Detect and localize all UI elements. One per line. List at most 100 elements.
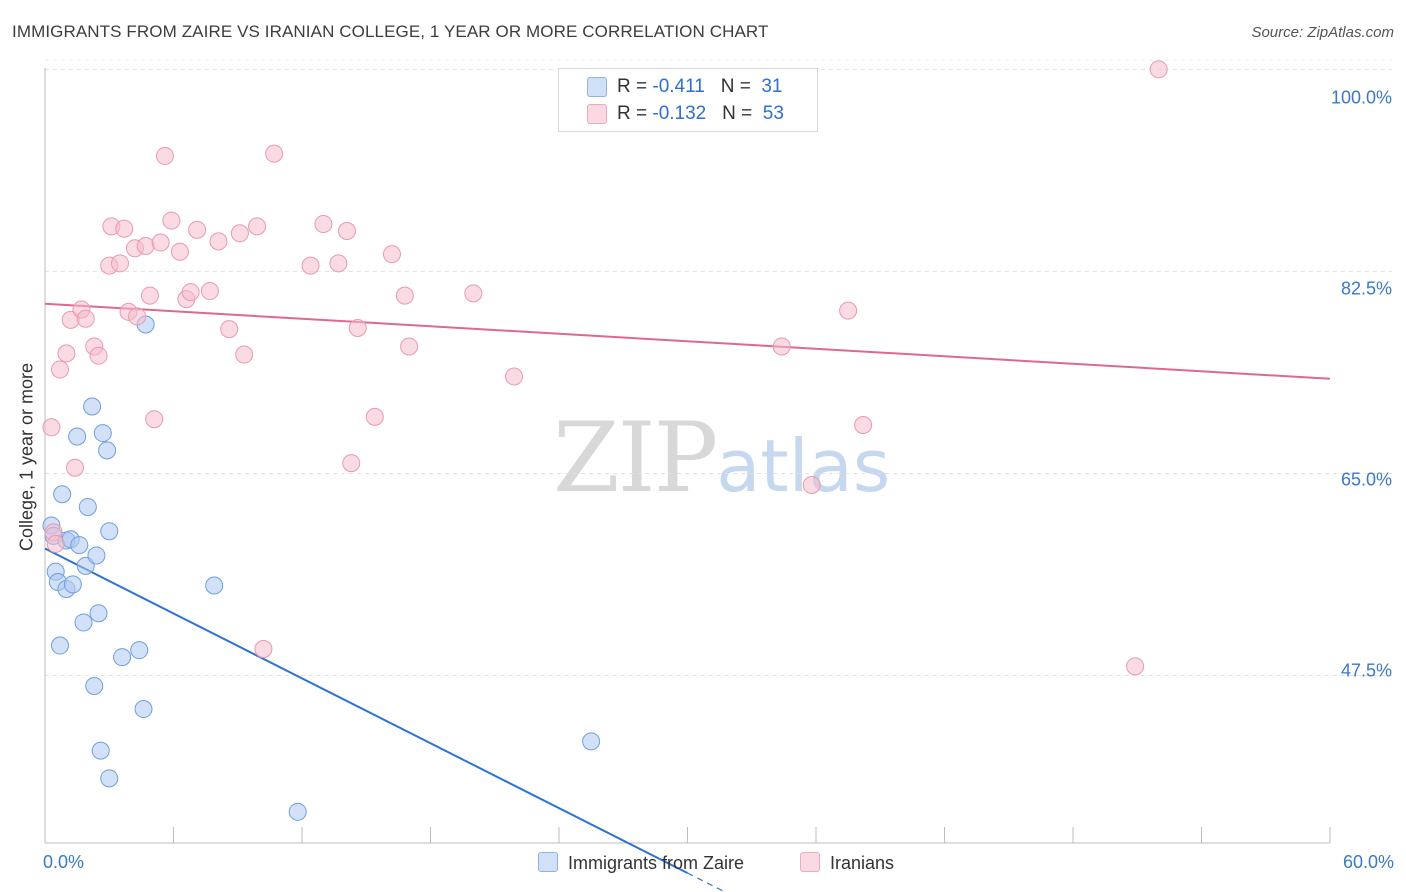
data-point-zaire: [68, 427, 87, 446]
x-tick-label-min: 0.0%: [43, 852, 85, 872]
data-point-iranians: [400, 337, 419, 356]
data-point-iranians: [337, 221, 356, 240]
y-tick-label: 100.0%: [1330, 87, 1392, 108]
watermark-atlas: atlas: [716, 424, 891, 508]
stats-row-zaire: R = -0.411 N = 31: [559, 74, 817, 100]
data-points: [42, 60, 1168, 821]
legend-swatch: [587, 104, 607, 124]
data-point-iranians: [145, 410, 164, 429]
data-point-iranians: [854, 415, 873, 434]
legend-item-zaire[interactable]: Immigrants from Zaire: [538, 852, 744, 874]
data-point-iranians: [140, 286, 159, 305]
data-point-zaire: [100, 769, 119, 788]
data-point-iranians: [348, 318, 367, 337]
data-point-iranians: [342, 454, 361, 473]
y-tick-label: 82.5%: [1340, 278, 1392, 299]
data-point-iranians: [464, 284, 483, 303]
data-point-iranians: [772, 337, 791, 356]
data-point-zaire: [205, 576, 224, 595]
data-point-iranians: [42, 418, 61, 437]
data-point-iranians: [110, 254, 129, 273]
data-point-iranians: [802, 476, 821, 495]
x-tick-label-max: 60.0%: [1342, 852, 1394, 872]
data-point-iranians: [50, 360, 69, 379]
data-point-iranians: [89, 346, 108, 365]
source-label: Source: ZipAtlas.com: [1251, 24, 1394, 41]
data-point-zaire: [50, 636, 69, 655]
data-point-iranians: [170, 242, 189, 261]
data-point-iranians: [1149, 60, 1168, 79]
data-point-iranians: [329, 254, 348, 273]
legend-swatch: [538, 852, 558, 872]
legend-label: Immigrants from Zaire: [568, 853, 745, 873]
data-point-iranians: [230, 224, 249, 243]
data-point-zaire: [63, 575, 82, 594]
data-point-iranians: [505, 367, 524, 386]
stats-row-iranians: R = -0.132 N = 53: [559, 101, 817, 127]
data-point-zaire: [89, 604, 108, 623]
watermark: ZIPatlas: [553, 402, 890, 514]
stats-legend: R = -0.411 N = 31 R = -0.132 N = 53: [558, 68, 818, 132]
data-point-iranians: [265, 144, 284, 163]
legend-swatch: [800, 852, 820, 872]
data-point-iranians: [46, 534, 65, 553]
grid-lines: [45, 59, 1392, 677]
data-point-zaire: [98, 441, 117, 460]
data-point-zaire: [288, 802, 307, 821]
chart-title: IMMIGRANTS FROM ZAIRE VS IRANIAN COLLEGE…: [12, 22, 769, 41]
data-point-iranians: [151, 233, 170, 252]
data-point-iranians: [181, 283, 200, 302]
data-point-zaire: [582, 732, 601, 751]
data-point-iranians: [65, 458, 84, 477]
data-point-iranians: [128, 307, 147, 326]
data-point-iranians: [57, 344, 76, 363]
data-point-zaire: [85, 676, 104, 695]
data-point-iranians: [235, 345, 254, 364]
data-point-zaire: [113, 648, 132, 667]
data-point-zaire: [53, 485, 72, 504]
data-point-zaire: [134, 700, 153, 719]
y-axis-label: College, 1 year or more: [16, 362, 37, 552]
data-point-zaire: [78, 497, 97, 516]
data-point-iranians: [220, 320, 239, 339]
trend-line-extension-0: [687, 872, 727, 892]
data-point-iranians: [188, 220, 207, 239]
data-point-zaire: [130, 641, 149, 660]
data-point-iranians: [839, 301, 858, 320]
data-point-iranians: [1126, 657, 1145, 676]
legend-item-iranians[interactable]: Iranians: [800, 852, 894, 874]
data-point-iranians: [76, 309, 95, 328]
watermark-zip: ZIP: [553, 402, 718, 514]
data-point-iranians: [382, 245, 401, 264]
legend-label: Iranians: [830, 853, 895, 873]
data-point-zaire: [70, 536, 89, 555]
y-tick-label: 65.0%: [1340, 469, 1392, 490]
legend-swatch: [587, 77, 607, 97]
data-point-iranians: [155, 146, 174, 165]
data-point-zaire: [87, 546, 106, 565]
data-point-iranians: [136, 236, 155, 255]
data-point-iranians: [248, 217, 267, 236]
y-tick-label: 47.5%: [1340, 660, 1392, 681]
data-point-iranians: [162, 211, 181, 230]
data-point-iranians: [115, 219, 134, 238]
data-point-iranians: [200, 282, 219, 301]
data-point-iranians: [301, 256, 320, 275]
trend-line-0: [44, 547, 688, 874]
trend-lines: [44, 302, 1331, 892]
data-point-zaire: [100, 522, 119, 541]
axes: [44, 68, 1331, 844]
data-point-iranians: [395, 286, 414, 305]
trend-line-1: [44, 302, 1331, 380]
data-point-zaire: [74, 613, 93, 632]
data-point-iranians: [209, 232, 228, 251]
data-point-zaire: [83, 397, 102, 416]
stats-text: R = -0.411 N = 31: [617, 76, 783, 97]
data-point-zaire: [93, 424, 112, 443]
stats-text: R = -0.132 N = 53: [617, 103, 784, 124]
data-point-zaire: [91, 741, 110, 760]
data-point-iranians: [365, 407, 384, 426]
data-point-iranians: [314, 215, 333, 234]
data-point-iranians: [254, 640, 273, 659]
